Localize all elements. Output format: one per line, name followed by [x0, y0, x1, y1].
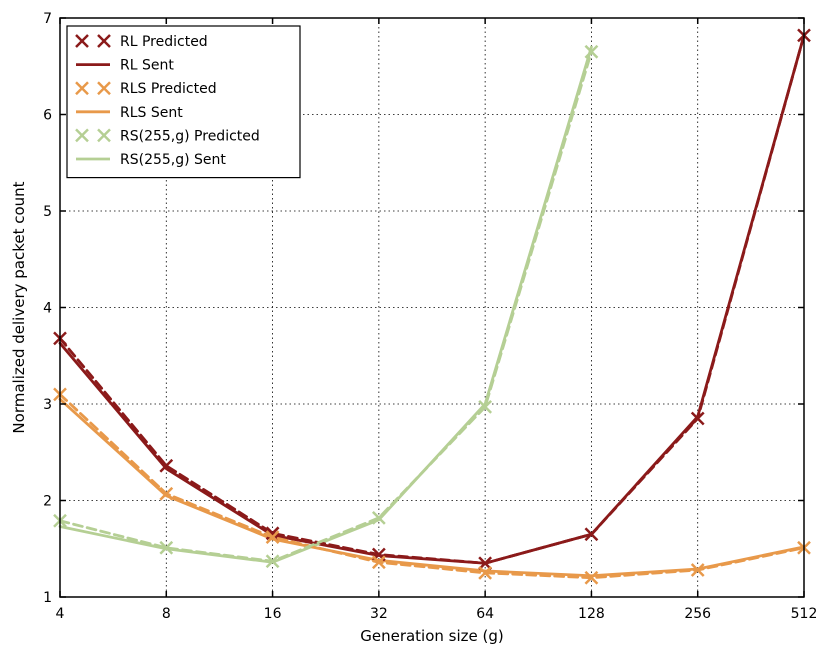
x-tick-label: 16 — [264, 606, 282, 622]
legend-label-rls-sent: RLS Sent — [120, 105, 183, 121]
y-tick-label: 3 — [43, 397, 52, 413]
y-axis-label: Normalized delivery packet count — [10, 181, 28, 433]
legend-item-rls-sent: RLS Sent — [76, 105, 183, 121]
legend-marker-rl-predicted — [97, 34, 111, 48]
axis-ticks: 4 8 16 32 64 128 256 512 1 2 3 4 5 6 7 — [43, 11, 817, 622]
y-tick-label: 4 — [43, 301, 52, 317]
x-tick-label: 8 — [162, 606, 171, 622]
series-line-rls-predicted — [58, 392, 806, 580]
legend-item-rs-255-g-predicted: RS(255,g) Predicted — [75, 128, 260, 144]
data-point-rs-255-g-predicted — [478, 400, 493, 414]
data-point-rl-predicted — [265, 526, 280, 541]
data-point-rls-predicted — [159, 486, 174, 501]
data-point-rls-predicted — [478, 565, 493, 580]
y-tick-label: 1 — [43, 590, 52, 606]
x-tick-label: 64 — [476, 606, 494, 622]
data-point-rls-predicted — [265, 530, 280, 545]
legend-item-rl-predicted: RL Predicted — [75, 34, 208, 50]
legend-label-rls-predicted: RLS Predicted — [120, 81, 217, 97]
data-point-rls-predicted — [371, 555, 386, 570]
y-tick-label: 5 — [43, 204, 52, 220]
x-tick-label: 256 — [684, 606, 711, 622]
data-point-rs-255-g-predicted — [159, 540, 174, 555]
data-point-rl-predicted — [584, 527, 599, 542]
data-point-rls-predicted — [690, 563, 705, 577]
plot-series — [53, 28, 811, 585]
legend-label-rs-255-g-predicted: RS(255,g) Predicted — [120, 128, 260, 144]
legend-marker-rs-255-g-predicted — [75, 128, 89, 143]
series-line-rl-predicted — [58, 33, 806, 565]
legend-item-rs-255-g-sent: RS(255,g) Sent — [76, 152, 226, 168]
x-tick-label: 512 — [791, 606, 818, 622]
legend-box — [66, 25, 301, 179]
x-tick-label: 32 — [370, 606, 388, 622]
data-point-rs-255-g-predicted — [371, 510, 386, 525]
series-line-rs-255-g-predicted — [58, 50, 593, 563]
data-point-rs-255-g-predicted — [265, 554, 280, 569]
legend: RL Predicted RL Sent RLS Predicted RLS Sent… — [66, 25, 301, 179]
y-tick-label: 7 — [43, 11, 52, 27]
series-rs-255-g-predicted — [53, 44, 599, 569]
legend-label-rl-predicted: RL Predicted — [120, 34, 208, 50]
legend-marker-rl-predicted — [75, 34, 89, 48]
x-tick-label: 128 — [578, 606, 605, 622]
legend-item-rls-predicted: RLS Predicted — [75, 81, 217, 97]
legend-label-rl-sent: RL Sent — [120, 58, 174, 74]
y-tick-label: 2 — [43, 494, 52, 510]
legend-marker-rs-255-g-predicted — [97, 128, 111, 143]
data-point-rl-predicted — [690, 411, 705, 426]
legend-item-rl-sent: RL Sent — [76, 58, 174, 74]
legend-marker-rls-predicted — [97, 81, 111, 96]
x-tick-label: 4 — [56, 606, 65, 622]
data-point-rl-predicted — [159, 458, 174, 473]
data-point-rls-predicted — [584, 570, 599, 585]
series-rl-predicted — [53, 28, 811, 571]
data-point-rs-255-g-predicted — [584, 44, 599, 59]
legend-marker-rls-predicted — [75, 81, 89, 96]
legend-label-rs-255-g-sent: RS(255,g) Sent — [120, 152, 226, 168]
x-axis-label: Generation size (g) — [360, 627, 504, 645]
y-tick-label: 6 — [43, 108, 52, 124]
grid-lines — [60, 18, 804, 597]
